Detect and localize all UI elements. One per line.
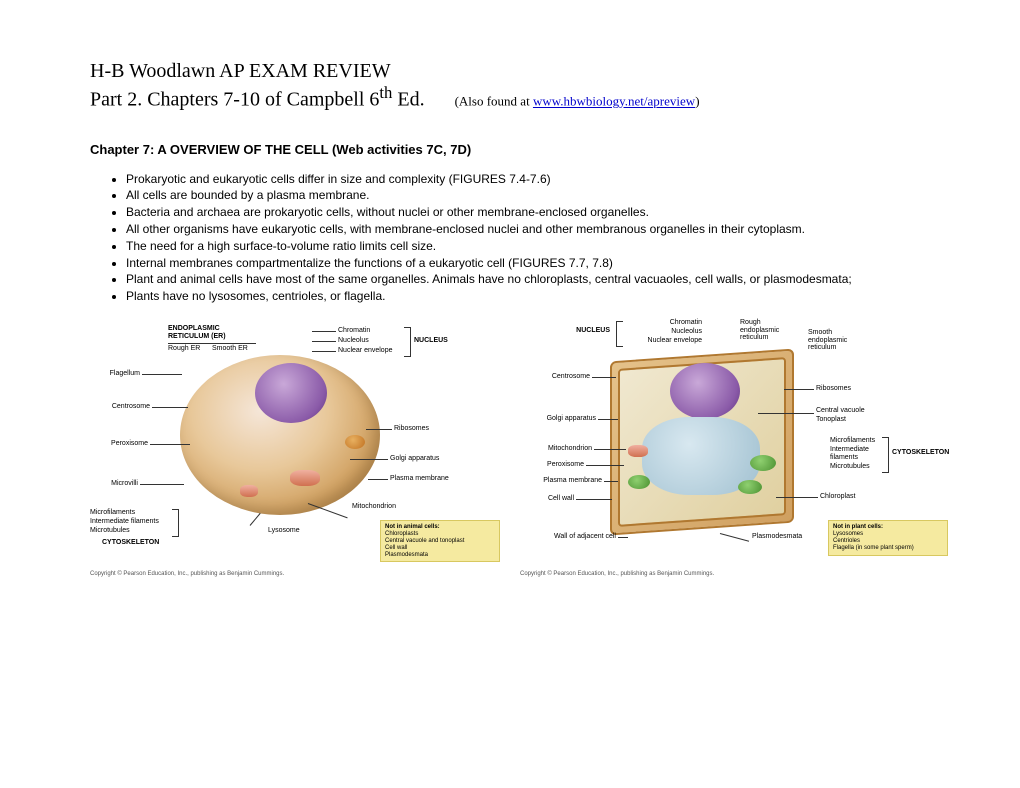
bullet-item: Plants have no lysosomes, centrioles, or…: [126, 288, 930, 305]
notebox-title: Not in animal cells:: [385, 524, 495, 531]
label-plasma: Plasma membrane: [390, 475, 449, 483]
label-mitochondrion: Mitochondrion: [520, 445, 592, 453]
label-chromatin: Chromatin: [338, 327, 370, 335]
label-plasmodesmata: Plasmodesmata: [752, 533, 802, 541]
label-cytoskeleton: CYTOSKELETON: [892, 449, 949, 457]
label-microfilaments: Microfilaments: [830, 437, 875, 445]
chapter-heading: Chapter 7: A OVERVIEW OF THE CELL (Web a…: [90, 142, 930, 157]
label-nucleus: NUCLEUS: [552, 327, 610, 335]
bullet-item: Plant and animal cells have most of the …: [126, 271, 930, 288]
bullet-item: Bacteria and archaea are prokaryotic cel…: [126, 204, 930, 221]
label-nuclear-env: Nuclear envelope: [622, 337, 702, 345]
label-nucleolus: Nucleolus: [338, 337, 369, 345]
bullet-item: All other organisms have eukaryotic cell…: [126, 221, 930, 238]
notebox-line: Flagella (in some plant sperm): [833, 545, 914, 551]
label-nucleus: NUCLEUS: [414, 337, 448, 345]
apreview-link[interactable]: www.hbwbiology.net/apreview: [533, 94, 695, 109]
plant-note-box: Not in plant cells: Lysosomes Centrioles…: [828, 520, 948, 556]
bullet-item: Internal membranes compartmentalize the …: [126, 255, 930, 272]
label-central-vac: Central vacuole: [816, 407, 865, 415]
page-title-2: Part 2. Chapters 7-10 of Campbell 6th Ed…: [90, 83, 930, 112]
notebox-line: Chloroplasts: [385, 531, 418, 537]
bullet-item: Prokaryotic and eukaryotic cells differ …: [126, 171, 930, 188]
label-golgi: Golgi apparatus: [390, 455, 439, 463]
chapter-bullets: Prokaryotic and eukaryotic cells differ …: [90, 171, 930, 305]
label-er: ENDOPLASMIC RETICULUM (ER): [168, 325, 226, 340]
note-prefix: (Also found at: [455, 94, 533, 109]
label-ribosomes: Ribosomes: [394, 425, 429, 433]
bullet-item: The need for a high surface-to-volume ra…: [126, 238, 930, 255]
label-plasma: Plasma membrane: [520, 477, 602, 485]
label-chloroplast: Chloroplast: [820, 493, 855, 501]
label-microvilli: Microvilli: [90, 480, 138, 488]
label-nucleolus: Nucleolus: [640, 328, 702, 336]
label-rough-er: Rough ER: [168, 345, 200, 353]
animal-cell-figure: ENDOPLASMIC RETICULUM (ER) Rough ER Smoo…: [90, 325, 500, 585]
label-intermediate: Intermediate filaments: [90, 518, 159, 526]
label-microfilaments: Microfilaments: [90, 509, 135, 517]
label-ribosomes: Ribosomes: [816, 385, 851, 393]
label-rough-er: Rough endoplasmic reticulum: [740, 319, 779, 342]
label-tonoplast: Tonoplast: [816, 416, 846, 424]
label-smooth-er: Smooth endoplasmic reticulum: [808, 329, 847, 352]
label-peroxisome: Peroxisome: [90, 440, 148, 448]
title-part: Part 2. Chapters 7-10 of Campbell 6: [90, 89, 379, 111]
label-smooth-er: Smooth ER: [212, 345, 248, 353]
plant-cell-figure: Chromatin Nucleolus Nuclear envelope NUC…: [520, 325, 930, 585]
note-suffix: ): [695, 94, 699, 109]
notebox-title: Not in plant cells:: [833, 524, 943, 531]
copyright-text: Copyright © Pearson Education, Inc., pub…: [520, 571, 714, 577]
title-ed: Ed.: [392, 89, 424, 111]
figures-row: ENDOPLASMIC RETICULUM (ER) Rough ER Smoo…: [90, 325, 930, 585]
label-chromatin: Chromatin: [640, 319, 702, 327]
label-nuclear-env: Nuclear envelope: [338, 347, 392, 355]
title-sup: th: [379, 83, 392, 102]
label-wall-adjacent: Wall of adjacent cell: [520, 533, 616, 541]
notebox-line: Central vacuole and tonoplast: [385, 538, 464, 544]
label-centrosome: Centrosome: [520, 373, 590, 381]
notebox-line: Centrioles: [833, 538, 860, 544]
animal-note-box: Not in animal cells: Chloroplasts Centra…: [380, 520, 500, 562]
notebox-line: Cell wall: [385, 545, 407, 551]
copyright-text: Copyright © Pearson Education, Inc., pub…: [90, 571, 284, 577]
label-intermediate: Intermediate filaments: [830, 446, 869, 461]
label-centrosome: Centrosome: [90, 403, 150, 411]
label-flagellum: Flagellum: [90, 370, 140, 378]
page-title-1: H-B Woodlawn AP EXAM REVIEW: [90, 60, 930, 83]
notebox-line: Plasmodesmata: [385, 552, 428, 558]
label-lysosome: Lysosome: [268, 527, 300, 535]
label-cytoskeleton: CYTOSKELETON: [102, 539, 159, 547]
label-cell-wall: Cell wall: [520, 495, 574, 503]
label-golgi: Golgi apparatus: [520, 415, 596, 423]
label-microtubules: Microtubules: [90, 527, 130, 535]
label-mitochondrion: Mitochondrion: [352, 503, 396, 511]
bullet-item: All cells are bounded by a plasma membra…: [126, 187, 930, 204]
notebox-line: Lysosomes: [833, 531, 863, 537]
label-microtubules: Microtubules: [830, 463, 870, 471]
label-peroxisome: Peroxisome: [520, 461, 584, 469]
